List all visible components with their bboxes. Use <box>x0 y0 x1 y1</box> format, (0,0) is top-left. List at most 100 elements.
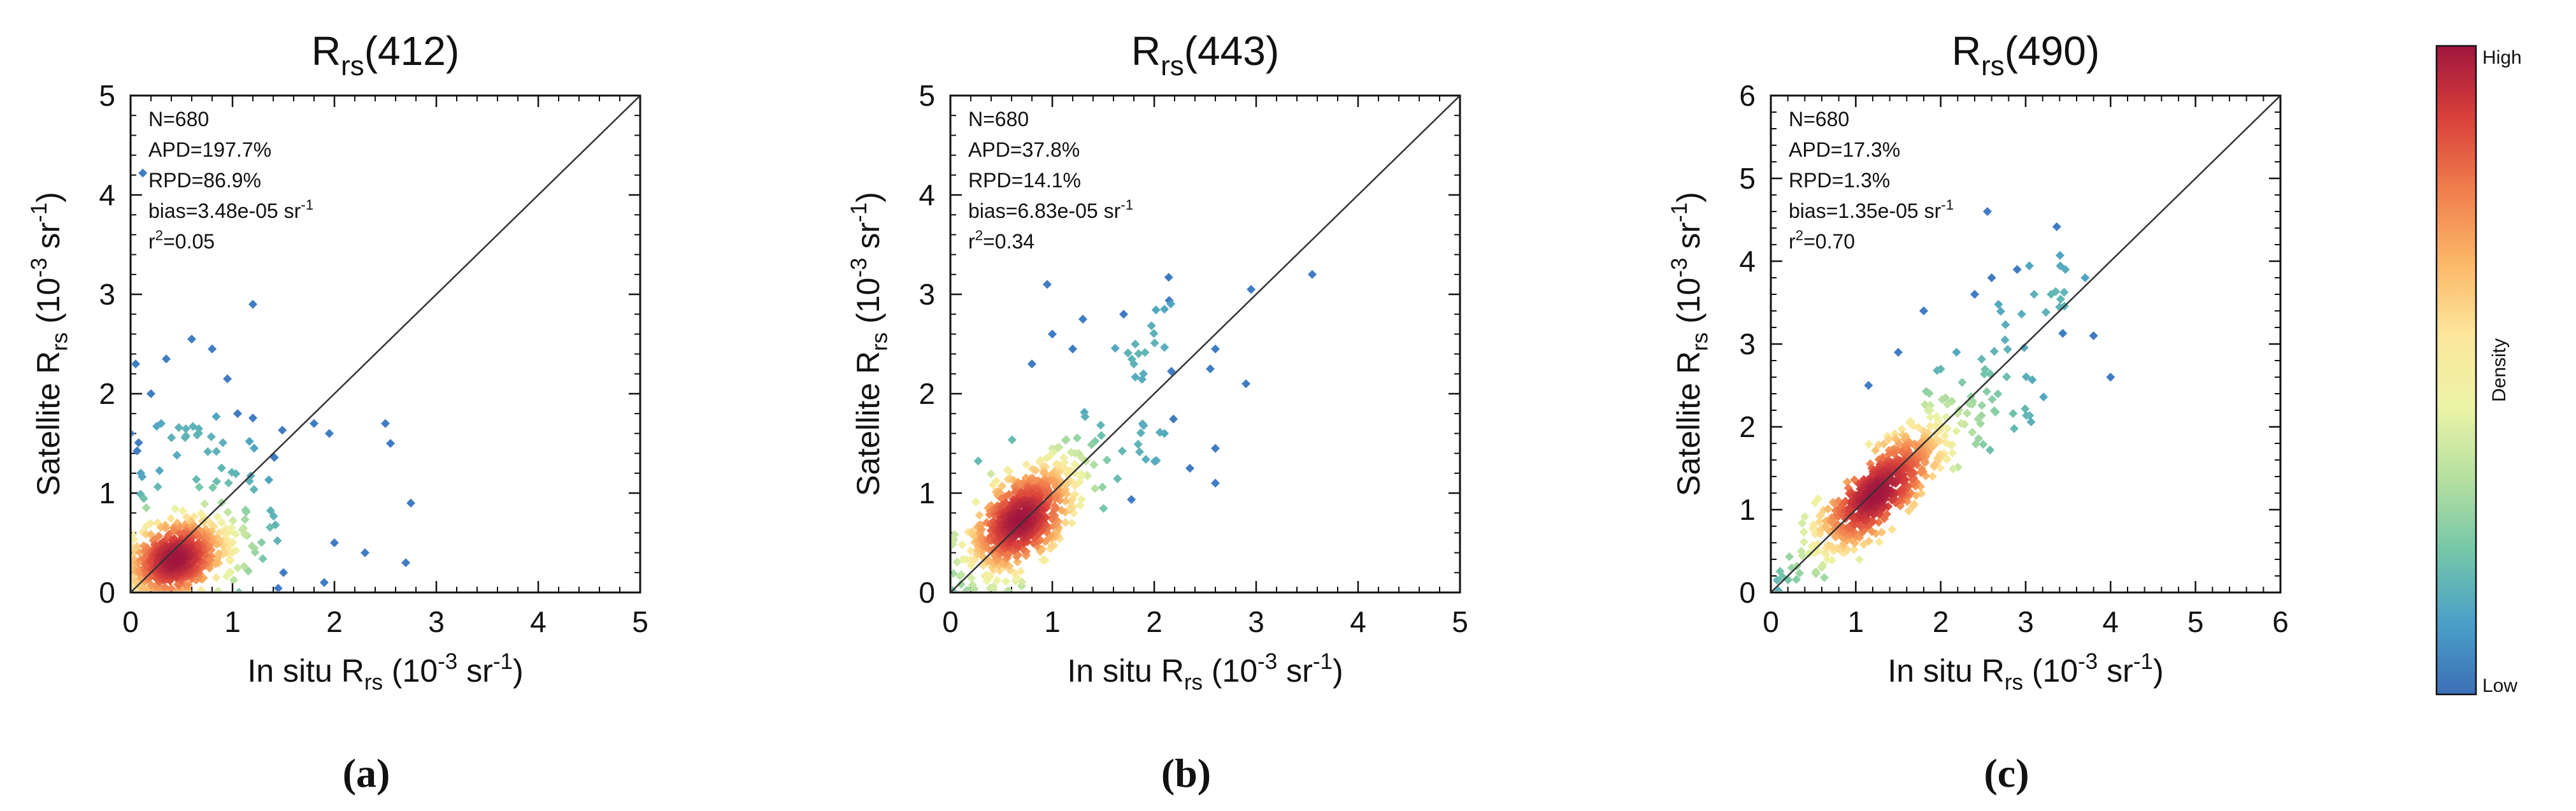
scatter-point <box>1956 419 1966 428</box>
scatter-point <box>161 523 170 533</box>
scatter-point <box>1098 482 1107 492</box>
x-tick-label: 4 <box>2103 605 2119 638</box>
x-tick-label: 0 <box>1763 605 1779 638</box>
scatter-point <box>222 571 231 581</box>
scatter-point <box>238 526 247 535</box>
scatter-point <box>1048 329 1057 339</box>
x-tick-label: 4 <box>1350 605 1366 638</box>
scatter-point <box>1864 381 1873 390</box>
scatter-point <box>2250 83 2259 92</box>
scatter-point <box>1775 566 1785 576</box>
scatter-point <box>1166 299 1175 309</box>
scatter-point <box>141 522 151 531</box>
scatter-point <box>1979 440 1988 449</box>
identity-line <box>1770 95 2281 593</box>
scatter-point <box>1160 343 1170 352</box>
x-axis-label: In situ Rrs (10-3 sr-1) <box>1067 649 1343 695</box>
scatter-point <box>1989 406 1999 415</box>
scatter-point <box>1926 412 1935 422</box>
scatter-point <box>956 580 966 589</box>
stat-r2: r2=0.05 <box>148 227 215 253</box>
scatter-point <box>1155 427 1164 437</box>
scatter-point <box>1774 586 1784 591</box>
scatter-point <box>138 472 147 482</box>
scatter-point <box>1924 389 1934 398</box>
x-tick-label: 3 <box>428 605 445 638</box>
x-tick-label: 6 <box>2272 605 2289 638</box>
scatter-point <box>977 524 987 534</box>
scatter-point <box>1799 528 1808 537</box>
scatter-point <box>203 447 213 456</box>
scatter-point <box>147 389 155 398</box>
scatter-point <box>1849 545 1859 554</box>
plot-frame <box>949 94 1461 594</box>
scatter-point <box>1952 426 1961 436</box>
scatter-point <box>2052 222 2061 231</box>
identity-line <box>950 95 1461 593</box>
y-tick-label: 0 <box>919 576 935 609</box>
scatter-point <box>1871 446 1880 456</box>
x-tick-label: 4 <box>530 605 547 638</box>
stat-bias: bias=3.48e-05 sr-1 <box>148 197 313 222</box>
scatter-point <box>1798 519 1807 528</box>
scatter-point <box>228 516 238 526</box>
colorbar-gradient <box>2435 45 2477 696</box>
scatter-point <box>257 538 266 547</box>
scatter-point <box>1879 439 1889 449</box>
scatter-point <box>1800 512 1810 522</box>
stat-r2: r2=0.70 <box>1789 227 1855 253</box>
scatter-panel-1: 0 1 2 3 4 5 0 1 2 3 4 5 N=680 APD=197.7% RPD=86.9% bias… <box>27 28 648 796</box>
y-tick-label: 3 <box>1739 327 1756 361</box>
scatter-point <box>213 512 222 522</box>
stat-rpd: RPD=1.3% <box>1789 169 1890 192</box>
scatter-point <box>233 409 242 419</box>
scatter-point <box>1940 431 1950 440</box>
scatter-point <box>952 536 958 545</box>
scatter-point <box>213 586 223 591</box>
colorbar-low-label: Low <box>2482 675 2517 696</box>
scatter-point <box>2021 404 2030 413</box>
scatter-point <box>1043 280 1052 289</box>
scatter-point <box>1048 509 1057 519</box>
scatter-point <box>1925 406 1935 415</box>
scatter-point <box>1864 440 1873 449</box>
y-tick-label: 2 <box>1739 410 1756 443</box>
scatter-point <box>1815 517 1824 526</box>
scatter-point <box>1070 459 1080 469</box>
scatter-point <box>1139 421 1148 431</box>
scatter-point <box>1813 540 1822 549</box>
scatter-panel-3: 0 1 2 3 4 5 6 0 1 2 3 4 5 6 N=680 APD=17.3% RPD=1.3% bias… <box>1667 28 2289 796</box>
scatter-point <box>1150 338 1159 348</box>
scatter-point <box>240 515 250 524</box>
scatter-point <box>1933 454 1942 463</box>
scatter-point <box>197 585 206 591</box>
scatter-point <box>1811 567 1821 577</box>
scatter-point <box>1131 372 1140 382</box>
scatter-point <box>156 522 166 532</box>
scatter-panels: 0 1 2 3 4 5 0 1 2 3 4 5 N=680 APD=197.7% RPD=86.9% bias… <box>27 28 2289 796</box>
stat-rpd: RPD=14.1% <box>968 169 1081 192</box>
scatter-point <box>1970 290 1979 299</box>
scatter-point <box>1993 389 2003 399</box>
scatter-point <box>1916 468 1926 477</box>
scatter-point <box>1119 310 1128 319</box>
colorbar-high-label: High <box>2482 47 2522 68</box>
scatter-point <box>1989 347 1999 356</box>
scatter-point <box>2010 424 2019 433</box>
scatter-point <box>1027 359 1036 369</box>
scatter-point <box>211 447 221 456</box>
scatter-point <box>235 587 243 591</box>
scatter-point <box>2029 290 2039 299</box>
x-tick-label: 2 <box>326 605 343 638</box>
scatter-point <box>166 513 176 523</box>
scatter-point <box>1928 471 1937 481</box>
identity-line <box>130 95 641 593</box>
y-tick-label: 1 <box>1739 493 1756 526</box>
scatter-point <box>170 504 180 513</box>
scatter-point <box>248 299 257 309</box>
scatter-point <box>144 585 154 591</box>
scatter-point <box>1973 414 1983 424</box>
scatter-point <box>1968 427 1977 437</box>
scatter-point <box>1076 500 1085 510</box>
scatter-point <box>1805 549 1814 558</box>
